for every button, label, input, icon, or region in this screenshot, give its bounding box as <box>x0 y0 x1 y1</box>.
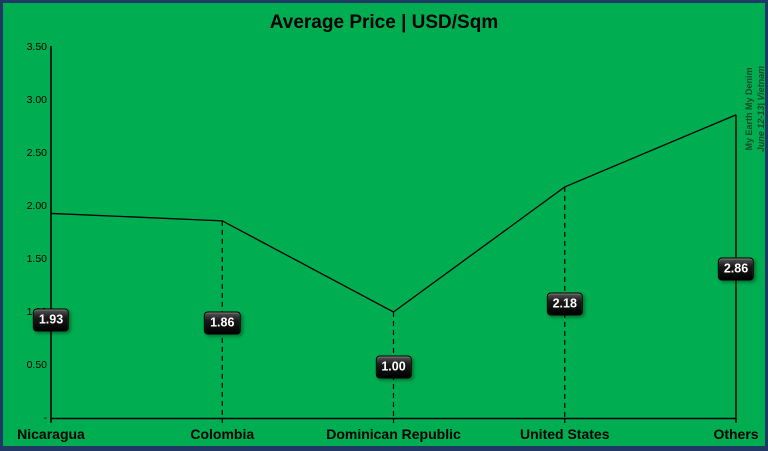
data-point-label: 2.18 <box>546 292 583 316</box>
y-axis-tick-label: 1.50 <box>26 253 47 265</box>
data-point-label: 1.86 <box>204 311 241 335</box>
watermark-text: My Earth My Denim June 12-13| Vietnam <box>743 53 766 165</box>
y-axis-tick-label: - <box>43 412 48 424</box>
plot-area <box>50 46 737 423</box>
data-point-label: 1.00 <box>375 355 412 379</box>
x-axis-category-label: Nicaragua <box>17 426 85 442</box>
x-axis-category-label: Colombia <box>190 426 255 442</box>
series-line <box>50 114 737 313</box>
watermark-line-2: June 12-13| Vietnam <box>756 65 766 153</box>
x-axis-category-label: Dominican Republic <box>326 426 461 442</box>
x-axis-category-label: United States <box>520 426 610 442</box>
watermark-line-1: My Earth My Denim <box>744 67 754 151</box>
y-axis-tick-label: 0.50 <box>26 359 47 371</box>
x-axis-category-label: Others <box>713 426 759 442</box>
y-axis-tick-label: 3.50 <box>26 41 47 53</box>
data-point-label: 1.93 <box>32 308 70 332</box>
y-axis-tick-label: 2.00 <box>26 200 47 212</box>
y-axis-tick-label: 2.50 <box>26 147 47 159</box>
chart-title: Average Price | USD/Sqm <box>269 12 499 33</box>
y-axis-tick-label: 3.00 <box>26 94 47 106</box>
data-point-label: 2.86 <box>717 257 755 281</box>
